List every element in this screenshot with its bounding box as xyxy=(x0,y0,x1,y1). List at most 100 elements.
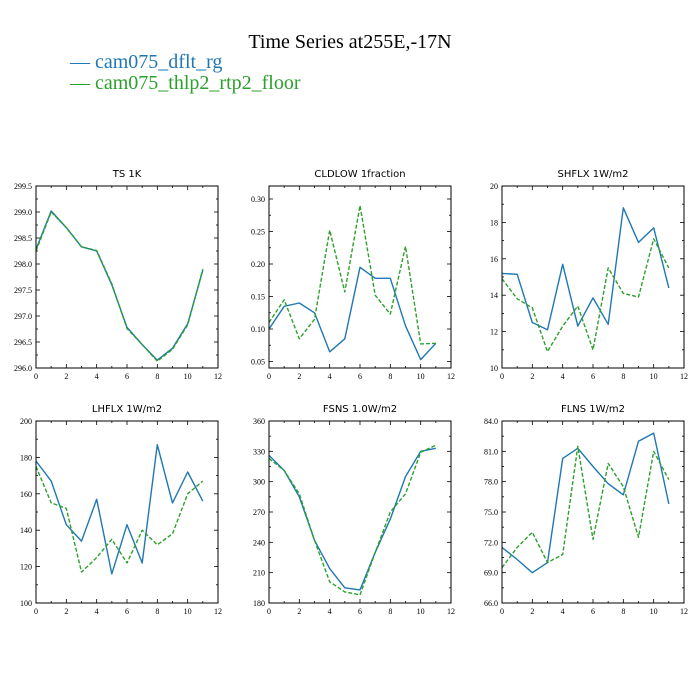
panel-title-fsns: FSNS 1.0W/m2 xyxy=(323,404,397,415)
x-tick-label: 10 xyxy=(417,372,425,381)
x-tick-label: 6 xyxy=(125,372,129,381)
x-tick-label: 6 xyxy=(591,607,595,616)
y-tick-label: 240 xyxy=(253,538,265,547)
x-tick-label: 0 xyxy=(500,372,504,381)
panel-title-shflx: SHFLX 1W/m2 xyxy=(558,169,629,180)
y-tick-label: 0.10 xyxy=(251,325,265,334)
x-tick-label: 10 xyxy=(184,372,192,381)
y-tick-label: 299.5 xyxy=(14,182,32,191)
panel-fsns: FSNS 1.0W/m2 0 2 4 6 8 10 12 180 210 240 270 300 330 3… xyxy=(253,404,455,616)
panel-grid: TS 1K 0 2 4 6 8 10 12 296.0 296.5 297.0 297.5 298.0 2… xyxy=(14,169,688,616)
x-tick-label: 8 xyxy=(155,607,159,616)
x-tick-label: 4 xyxy=(328,607,332,616)
panel-title-lhflx: LHFLX 1W/m2 xyxy=(92,404,162,415)
x-tick-label: 10 xyxy=(650,372,658,381)
series-line-floor xyxy=(35,211,204,362)
y-tick-label: 72.0 xyxy=(484,538,498,547)
x-tick-label: 6 xyxy=(125,607,129,616)
y-tick-label: 297.5 xyxy=(14,286,32,295)
plot-frame xyxy=(35,420,219,604)
series-line-dflt xyxy=(35,444,204,575)
x-tick-label: 0 xyxy=(500,607,504,616)
x-tick-label: 8 xyxy=(621,607,625,616)
y-tick-label: 330 xyxy=(253,447,265,456)
legend-entry-dflt: — cam075_dflt_rg xyxy=(69,51,222,73)
series-line-floor xyxy=(35,466,204,573)
y-tick-label: 297.0 xyxy=(14,312,32,321)
panel-cldlow: CLDLOW 1fraction 0 2 4 6 8 10 12 0.05 0.10 0.15 0.2… xyxy=(251,169,455,381)
x-tick-label: 4 xyxy=(95,372,99,381)
y-tick-label: 360 xyxy=(253,417,265,426)
y-tick-label: 69.0 xyxy=(484,569,498,578)
y-tick-label: 12 xyxy=(490,328,498,337)
y-tick-label: 0.05 xyxy=(251,358,265,367)
x-tick-label: 2 xyxy=(64,607,68,616)
x-tick-label: 4 xyxy=(561,372,565,381)
y-tick-label: 270 xyxy=(253,508,265,517)
panel-lhflx: LHFLX 1W/m2 0 2 4 6 8 10 12 100 120 140 160 180 200 xyxy=(20,404,222,616)
x-tick-label: 8 xyxy=(388,372,392,381)
plot-frame xyxy=(35,185,219,369)
y-tick-label: 75.0 xyxy=(484,508,498,517)
x-tick-label: 0 xyxy=(34,372,38,381)
x-tick-label: 8 xyxy=(155,372,159,381)
y-tick-label: 296.5 xyxy=(14,338,32,347)
y-tick-label: 299.0 xyxy=(14,208,32,217)
x-tick-label: 4 xyxy=(328,372,332,381)
x-tick-label: 0 xyxy=(267,607,271,616)
series-line-floor xyxy=(268,444,437,596)
plot-frame xyxy=(268,420,452,604)
y-tick-label: 66.0 xyxy=(484,599,498,608)
series-line-dflt xyxy=(268,266,437,361)
y-tick-label: 14 xyxy=(490,291,498,300)
y-tick-label: 140 xyxy=(20,526,32,535)
legend: — cam075_dflt_rg — cam075_thlp2_rtp2_flo… xyxy=(69,51,301,94)
x-tick-label: 12 xyxy=(214,372,222,381)
series-line-dflt xyxy=(501,432,670,574)
plot-frame xyxy=(501,185,685,369)
y-tick-label: 18 xyxy=(490,218,498,227)
x-tick-label: 12 xyxy=(680,607,688,616)
panel-ts: TS 1K 0 2 4 6 8 10 12 296.0 296.5 297.0 297.5 298.0 2… xyxy=(14,169,222,381)
x-tick-label: 10 xyxy=(417,607,425,616)
x-tick-label: 12 xyxy=(214,607,222,616)
y-tick-label: 0.15 xyxy=(251,293,265,302)
y-tick-label: 20 xyxy=(490,182,498,191)
y-tick-label: 300 xyxy=(253,478,265,487)
figure-title: Time Series at255E,-17N xyxy=(248,31,451,53)
y-tick-label: 0.20 xyxy=(251,260,265,269)
x-tick-label: 2 xyxy=(530,607,534,616)
y-tick-label: 298.5 xyxy=(14,234,32,243)
x-tick-label: 6 xyxy=(591,372,595,381)
x-tick-label: 10 xyxy=(184,607,192,616)
y-tick-label: 10 xyxy=(490,364,498,373)
x-tick-label: 2 xyxy=(64,372,68,381)
panel-title-ts: TS 1K xyxy=(112,169,142,180)
plot-frame xyxy=(268,185,452,369)
x-tick-label: 2 xyxy=(297,372,301,381)
series-line-dflt xyxy=(35,210,204,361)
series-line-dflt xyxy=(501,207,670,331)
x-tick-label: 0 xyxy=(267,372,271,381)
x-tick-label: 12 xyxy=(680,372,688,381)
y-tick-label: 84.0 xyxy=(484,417,498,426)
y-tick-label: 296.0 xyxy=(14,364,32,373)
x-tick-label: 0 xyxy=(34,607,38,616)
y-tick-label: 100 xyxy=(20,599,32,608)
x-tick-label: 6 xyxy=(358,607,362,616)
x-tick-label: 12 xyxy=(447,372,455,381)
x-tick-label: 10 xyxy=(650,607,658,616)
y-tick-label: 0.25 xyxy=(251,228,265,237)
series-line-dflt xyxy=(268,447,436,591)
x-tick-label: 8 xyxy=(621,372,625,381)
y-tick-label: 180 xyxy=(253,599,265,608)
panel-flns: FLNS 1W/m2 0 2 4 6 8 10 12 66.0 69.0 72.0 75.0 78.0 8… xyxy=(484,404,688,616)
x-tick-label: 2 xyxy=(530,372,534,381)
legend-entry-floor: — cam075_thlp2_rtp2_floor xyxy=(69,72,301,94)
y-tick-label: 180 xyxy=(20,453,32,462)
x-tick-label: 4 xyxy=(561,607,565,616)
y-tick-label: 200 xyxy=(20,417,32,426)
y-tick-label: 0.30 xyxy=(251,195,265,204)
x-tick-label: 4 xyxy=(95,607,99,616)
